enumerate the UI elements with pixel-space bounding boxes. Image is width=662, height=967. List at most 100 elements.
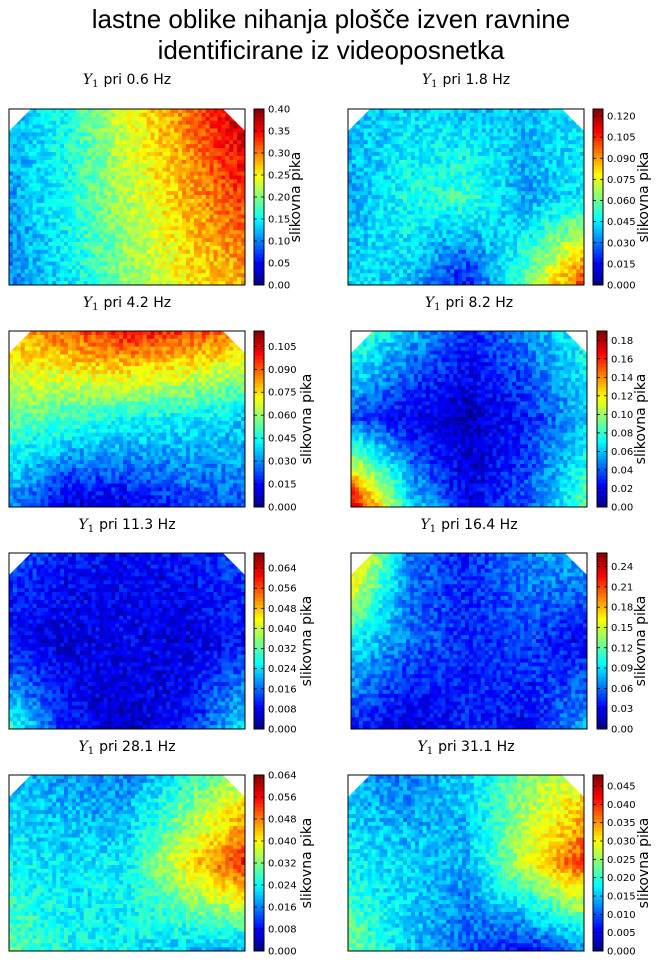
- heatmap-cell: [431, 152, 435, 156]
- heatmap-cell: [454, 250, 458, 254]
- heatmap-cell: [474, 125, 478, 129]
- heatmap-cell: [470, 121, 474, 125]
- heatmap-cell: [423, 121, 427, 125]
- heatmap-cell: [391, 238, 395, 242]
- heatmap-cell: [206, 215, 210, 219]
- heatmap-cell: [450, 152, 454, 156]
- heatmap-cell: [194, 242, 198, 246]
- heatmap-cell: [13, 254, 17, 258]
- heatmap-cell: [119, 195, 123, 199]
- heatmap-cell: [202, 269, 206, 273]
- heatmap-cell: [560, 226, 564, 230]
- heatmap-cell: [541, 207, 545, 211]
- heatmap-cell: [96, 132, 100, 136]
- heatmap-cell: [450, 109, 454, 113]
- heatmap-cell: [84, 144, 88, 148]
- heatmap-cell: [423, 215, 427, 219]
- heatmap-cell: [379, 140, 383, 144]
- heatmap-cell: [17, 207, 21, 211]
- colorbar-segment: [254, 201, 264, 206]
- heatmap-cell: [210, 211, 214, 215]
- heatmap-cell: [72, 273, 76, 277]
- heatmap-cell: [549, 113, 553, 117]
- heatmap-cell: [37, 238, 41, 242]
- heatmap-cell: [174, 160, 178, 164]
- heatmap-cell: [190, 242, 194, 246]
- heatmap-cell: [549, 242, 553, 246]
- heatmap-cell: [37, 250, 41, 254]
- heatmap-cell: [186, 230, 190, 234]
- heatmap-cell: [37, 215, 41, 219]
- heatmap-cell: [127, 144, 131, 148]
- heatmap-cell: [545, 172, 549, 176]
- heatmap-cell: [446, 164, 450, 168]
- heatmap-cell: [352, 152, 356, 156]
- heatmap-cell: [178, 258, 182, 262]
- heatmap-cell: [135, 172, 139, 176]
- heatmap-cell: [214, 215, 218, 219]
- heatmap-cell: [151, 273, 155, 277]
- heatmap-cell: [115, 222, 119, 226]
- heatmap-cell: [391, 168, 395, 172]
- heatmap-cell: [442, 203, 446, 207]
- heatmap-cell: [103, 172, 107, 176]
- heatmap-cell: [115, 269, 119, 273]
- heatmap-cell: [560, 175, 564, 179]
- heatmap-cell: [202, 175, 206, 179]
- heatmap-cell: [76, 132, 80, 136]
- heatmap-cell: [348, 187, 352, 191]
- heatmap-cell: [88, 199, 92, 203]
- heatmap-cell: [387, 234, 391, 238]
- heatmap-cell: [533, 203, 537, 207]
- heatmap-cell: [119, 109, 123, 113]
- heatmap-cell: [84, 250, 88, 254]
- heatmap-cell: [162, 156, 166, 160]
- heatmap-cell: [194, 262, 198, 266]
- heatmap-cell: [21, 250, 25, 254]
- heatmap-cell: [541, 195, 545, 199]
- heatmap-cell: [170, 254, 174, 258]
- heatmap-cell: [115, 258, 119, 262]
- heatmap-cell: [131, 144, 135, 148]
- colorbar-segment: [254, 165, 264, 170]
- heatmap-cell: [423, 203, 427, 207]
- heatmap-cell: [525, 117, 529, 121]
- heatmap-cell: [162, 203, 166, 207]
- heatmap-cell: [533, 183, 537, 187]
- heatmap-cell: [225, 187, 229, 191]
- heatmap-cell: [96, 269, 100, 273]
- heatmap-cell: [210, 265, 214, 269]
- heatmap-cell: [29, 219, 33, 223]
- heatmap-cell: [84, 152, 88, 156]
- colorbar-segment: [254, 205, 264, 210]
- heatmap-cell: [115, 132, 119, 136]
- heatmap-cell: [462, 199, 466, 203]
- heatmap-cell: [576, 160, 580, 164]
- heatmap-cell: [119, 230, 123, 234]
- heatmap-cell: [139, 183, 143, 187]
- heatmap-cell: [103, 156, 107, 160]
- heatmap-cell: [556, 144, 560, 148]
- heatmap-cell: [13, 242, 17, 246]
- heatmap-cell: [470, 136, 474, 140]
- heatmap-cell: [9, 242, 13, 246]
- heatmap-cell: [454, 144, 458, 148]
- heatmap-cell: [139, 246, 143, 250]
- heatmap-cell: [356, 230, 360, 234]
- heatmap-cell: [115, 191, 119, 195]
- heatmap-cell: [368, 183, 372, 187]
- heatmap-cell: [376, 140, 380, 144]
- heatmap-cell: [143, 140, 147, 144]
- heatmap-cell: [48, 152, 52, 156]
- heatmap-cell: [210, 258, 214, 262]
- heatmap-cell: [198, 148, 202, 152]
- heatmap-cell: [166, 168, 170, 172]
- heatmap-cell: [537, 113, 541, 117]
- heatmap-cell: [454, 191, 458, 195]
- heatmap-cell: [533, 246, 537, 250]
- heatmap-cell: [356, 234, 360, 238]
- heatmap-cell: [225, 277, 229, 281]
- heatmap-cell: [462, 203, 466, 207]
- heatmap-cell: [229, 191, 233, 195]
- heatmap-cell: [225, 168, 229, 172]
